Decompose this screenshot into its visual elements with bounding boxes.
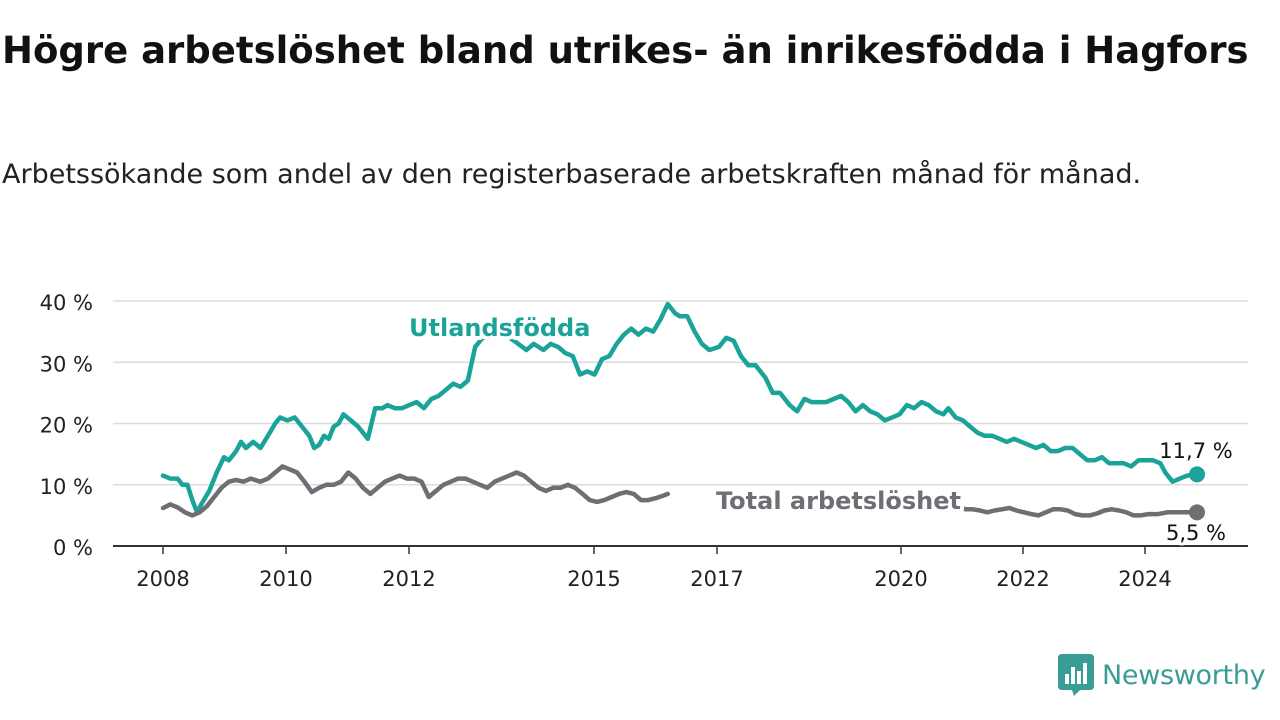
- x-tick-label: 2017: [690, 567, 743, 590]
- brand-logo: Newsworthy: [1058, 653, 1266, 697]
- chart-title: Högre arbetslöshet bland utrikes- än inr…: [2, 29, 1249, 72]
- series-label-total: Total arbetslöshet: [716, 487, 961, 515]
- series-label-utlandsfodda: Utlandsfödda: [409, 314, 590, 342]
- x-tick-label: 2022: [996, 567, 1049, 590]
- newsworthy-logo-icon: [1058, 654, 1094, 696]
- series-line-utlandsfodda: [160, 301, 1200, 515]
- series-label-utlandsfodda-halo: Utlandsfödda: [409, 314, 590, 342]
- series-line-total: [911, 499, 1200, 518]
- end-point-total: [1189, 504, 1205, 521]
- series-label-total-halo: Total arbetslöshet: [716, 487, 961, 515]
- end-label-total: 5,5 %: [1166, 521, 1226, 545]
- y-tick-label: 40 %: [40, 291, 93, 315]
- line-chart: 0 % 10 % 20 % 30 % 40 % 2008 2010 2012 2015 2017 2…: [40, 291, 1248, 590]
- y-tick-label: 0 %: [53, 536, 93, 560]
- x-tick-label: 2012: [382, 567, 435, 590]
- x-tick-label: 2008: [136, 567, 189, 590]
- end-label-total-halo: 5,5 %: [1166, 521, 1226, 545]
- end-label-utlandsfodda-halo: 11,7 %: [1159, 439, 1232, 463]
- y-tick-label: 10 %: [40, 475, 93, 499]
- x-tick-label: 2020: [874, 567, 927, 590]
- y-tick-label: 30 %: [40, 352, 93, 376]
- y-tick-label: 20 %: [40, 414, 93, 438]
- series-line-total: [160, 464, 671, 518]
- x-tick-label: 2015: [567, 567, 620, 590]
- brand-name: Newsworthy: [1102, 659, 1266, 691]
- end-label-utlandsfodda: 11,7 %: [1159, 439, 1232, 463]
- chart-subtitle: Arbetssökande som andel av den registerb…: [2, 159, 1142, 190]
- x-tick-label: 2024: [1118, 567, 1171, 590]
- x-tick-label: 2010: [259, 567, 312, 590]
- end-point-utlandsfodda: [1189, 466, 1205, 483]
